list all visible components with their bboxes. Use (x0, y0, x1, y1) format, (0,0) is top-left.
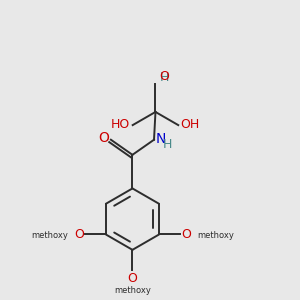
Text: methoxy: methoxy (197, 231, 234, 240)
Text: O: O (181, 228, 191, 241)
Text: H: H (160, 71, 169, 84)
Text: H: H (163, 139, 172, 152)
Text: methoxy: methoxy (114, 286, 151, 296)
Text: methoxy: methoxy (31, 231, 68, 240)
Text: O: O (159, 70, 169, 83)
Text: HO: HO (111, 118, 130, 131)
Text: O: O (128, 272, 137, 285)
Text: O: O (98, 131, 109, 145)
Text: O: O (74, 228, 84, 241)
Text: N: N (155, 132, 166, 145)
Text: OH: OH (181, 118, 200, 131)
